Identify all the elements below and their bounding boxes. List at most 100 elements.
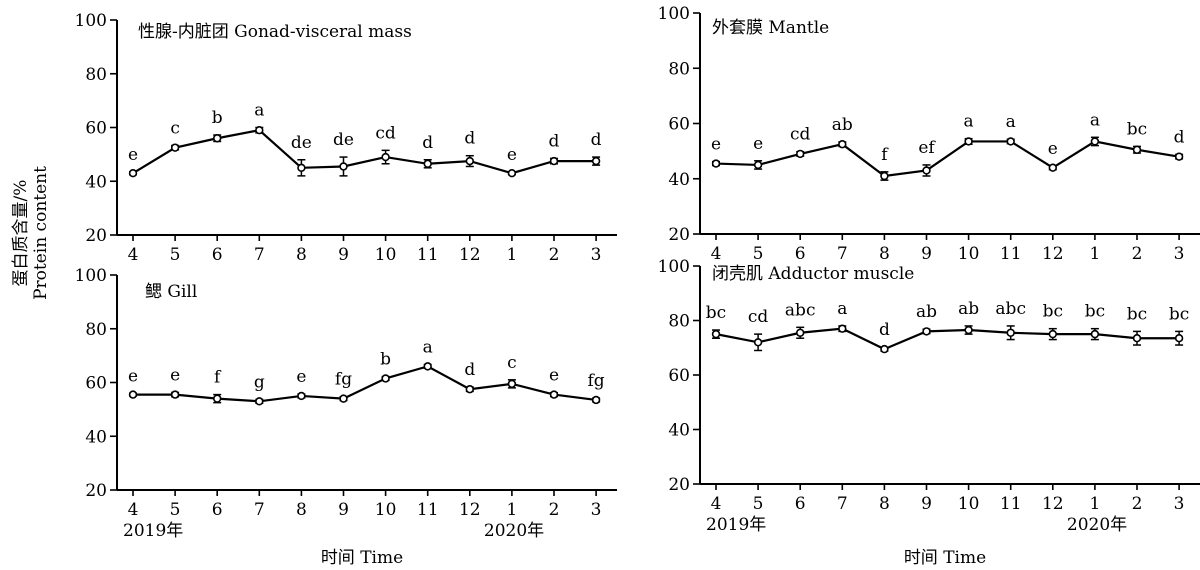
x-tick-label: 4 bbox=[711, 244, 722, 264]
x-tick-label: 8 bbox=[879, 494, 890, 514]
y-tick-label: 20 bbox=[85, 226, 107, 246]
significance-label: abc bbox=[995, 299, 1026, 319]
x-tick-label: 2 bbox=[549, 245, 560, 265]
significance-label: bc bbox=[1169, 304, 1189, 324]
data-point bbox=[1090, 137, 1100, 146]
x-tick-label: 6 bbox=[795, 244, 806, 264]
data-point bbox=[1132, 145, 1142, 154]
y-tick-label: 80 bbox=[668, 59, 690, 79]
data-point bbox=[591, 395, 601, 405]
data-point bbox=[170, 390, 180, 399]
data-point bbox=[591, 156, 601, 166]
x-tick-label: 12 bbox=[1042, 494, 1064, 514]
y-tick-label: 80 bbox=[85, 320, 107, 340]
x-tick-label: 1 bbox=[1089, 244, 1100, 264]
x-tick-label: 6 bbox=[212, 245, 223, 265]
data-point bbox=[1132, 334, 1142, 343]
y-axis-title-cn: 蛋白质含量/% bbox=[11, 180, 31, 287]
x-tick-label: 11 bbox=[1000, 494, 1022, 514]
data-point bbox=[711, 159, 721, 168]
data-point bbox=[922, 166, 931, 175]
significance-label: a bbox=[1006, 112, 1016, 132]
significance-label: bc bbox=[1085, 302, 1105, 322]
x-tick-label: 10 bbox=[375, 245, 397, 265]
x-tick-label: 2 bbox=[1132, 244, 1143, 264]
significance-label: e bbox=[128, 145, 138, 165]
x-axis-title-left: 时间 Time bbox=[321, 548, 403, 568]
data-point bbox=[711, 329, 721, 339]
x-tick-label: 8 bbox=[296, 500, 307, 520]
x-tick-label: 1 bbox=[506, 500, 517, 520]
x-tick-label: 1 bbox=[506, 245, 517, 265]
data-point bbox=[507, 168, 517, 178]
significance-label: ab bbox=[958, 299, 979, 319]
data-point bbox=[838, 140, 847, 149]
significance-label: bc bbox=[1127, 119, 1147, 139]
x-axis-title-right: 时间 Time bbox=[904, 548, 986, 568]
y-tick-label: 80 bbox=[85, 65, 107, 85]
significance-label: c bbox=[170, 119, 180, 139]
year-label-2020: 2020年 bbox=[1067, 515, 1127, 535]
x-tick-label: 4 bbox=[128, 245, 139, 265]
data-point bbox=[795, 149, 805, 159]
data-point bbox=[465, 156, 474, 166]
significance-label: fg bbox=[335, 370, 352, 390]
x-tick-label: 9 bbox=[921, 494, 932, 514]
x-tick-label: 10 bbox=[958, 494, 980, 514]
significance-label: ab bbox=[916, 302, 937, 322]
y-tick-label: 100 bbox=[658, 257, 690, 277]
data-point bbox=[795, 328, 805, 337]
significance-label: e bbox=[549, 366, 559, 386]
data-point bbox=[255, 125, 264, 135]
y-tick-label: 100 bbox=[75, 266, 107, 286]
data-point bbox=[297, 391, 306, 401]
y-tick-label: 60 bbox=[85, 374, 107, 394]
significance-label: e bbox=[507, 145, 517, 165]
y-tick-label: 60 bbox=[85, 119, 107, 139]
data-point bbox=[1048, 329, 1058, 339]
y-tick-label: 60 bbox=[668, 366, 690, 386]
x-tick-label: 5 bbox=[170, 500, 181, 520]
y-tick-label: 80 bbox=[668, 312, 690, 332]
significance-label: cd bbox=[375, 123, 396, 143]
x-tick-label: 1 bbox=[1089, 494, 1100, 514]
series-line bbox=[132, 129, 597, 175]
significance-label: fg bbox=[588, 371, 605, 391]
x-tick-label: 11 bbox=[417, 245, 439, 265]
y-tick-label: 100 bbox=[658, 4, 690, 24]
x-tick-label: 9 bbox=[338, 245, 349, 265]
data-point bbox=[423, 159, 432, 168]
y-tick-label: 40 bbox=[85, 172, 107, 192]
significance-label: d bbox=[549, 131, 560, 151]
x-tick-label: 2 bbox=[549, 500, 560, 520]
x-tick-label: 9 bbox=[338, 500, 349, 520]
data-point bbox=[1006, 328, 1015, 337]
x-tick-label: 12 bbox=[1042, 244, 1064, 264]
data-point bbox=[753, 160, 763, 170]
data-point bbox=[1048, 163, 1058, 172]
data-point bbox=[339, 162, 348, 171]
data-point bbox=[213, 394, 222, 403]
data-point bbox=[128, 390, 138, 399]
significance-label: bc bbox=[1127, 304, 1147, 324]
series-line bbox=[715, 140, 1180, 178]
x-tick-label: 3 bbox=[1174, 244, 1185, 264]
data-point bbox=[880, 344, 889, 354]
significance-label: b bbox=[212, 108, 223, 128]
data-point bbox=[838, 324, 847, 333]
significance-label: f bbox=[214, 368, 222, 388]
significance-label: e bbox=[170, 365, 180, 385]
x-tick-label: 7 bbox=[254, 245, 265, 265]
y-tick-label: 60 bbox=[668, 115, 690, 135]
significance-label: e bbox=[128, 366, 138, 386]
y-tick-label: 20 bbox=[668, 475, 690, 495]
y-axis-title-en: Protein content bbox=[31, 166, 51, 300]
year-label-2019: 2019年 bbox=[706, 515, 766, 535]
data-point bbox=[381, 374, 390, 383]
x-tick-label: 3 bbox=[591, 245, 602, 265]
data-point bbox=[1006, 137, 1015, 146]
x-tick-label: 5 bbox=[170, 245, 181, 265]
significance-label: d bbox=[464, 360, 475, 380]
